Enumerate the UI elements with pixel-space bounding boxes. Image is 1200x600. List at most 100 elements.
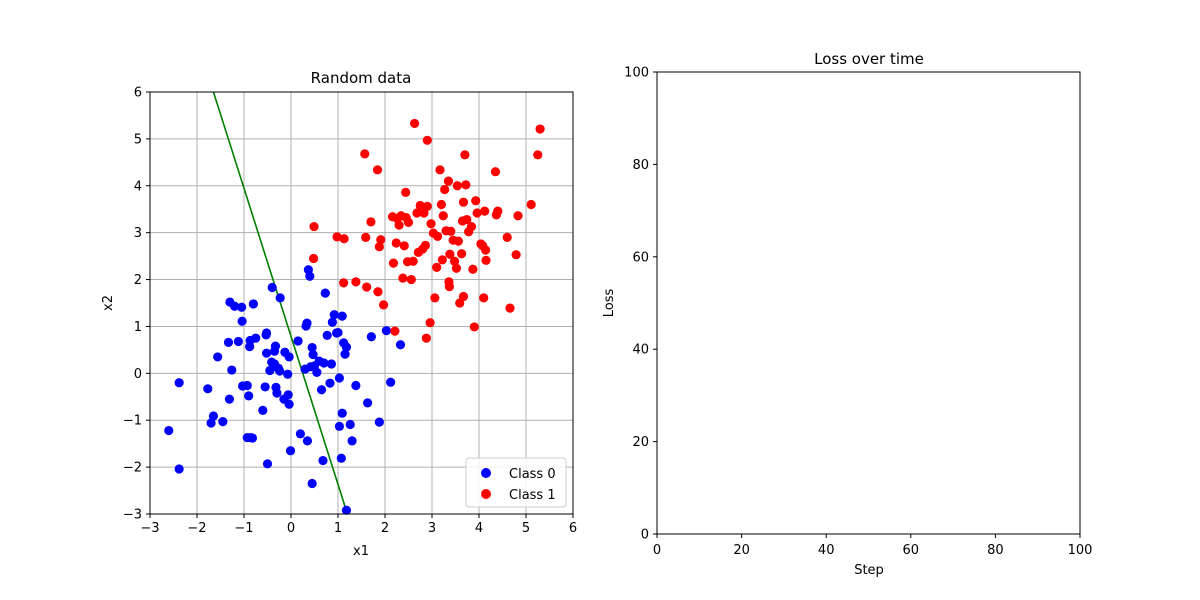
point-class-1: [390, 326, 400, 336]
point-class-0: [386, 377, 396, 387]
scatter-xtick-label: −3: [140, 521, 159, 536]
scatter-xtick-label: 4: [475, 521, 483, 536]
point-class-0: [345, 419, 355, 430]
legend-label-class-0: Class 0: [509, 467, 556, 482]
point-class-0: [275, 293, 285, 303]
point-class-1: [449, 256, 460, 266]
point-class-0: [326, 359, 337, 369]
point-class-0: [248, 299, 258, 309]
legend-label-class-1: Class 1: [509, 488, 556, 503]
scatter-ytick-label: −3: [123, 508, 142, 523]
point-class-1: [437, 255, 447, 265]
point-class-0: [262, 459, 273, 469]
point-class-0: [203, 384, 213, 394]
point-class-1: [433, 231, 443, 242]
point-class-0: [334, 373, 345, 383]
loss-title: Loss over time: [814, 50, 924, 68]
point-class-1: [479, 293, 489, 303]
point-class-1: [403, 217, 414, 227]
point-class-0: [316, 385, 327, 395]
point-class-0: [307, 478, 317, 489]
point-class-1: [462, 214, 472, 225]
point-class-0: [318, 455, 328, 466]
point-class-1: [435, 165, 445, 175]
point-class-0: [245, 342, 255, 352]
point-class-0: [308, 349, 318, 360]
scatter-frame: [149, 91, 574, 515]
legend-box: [465, 457, 567, 508]
point-class-1: [420, 240, 431, 250]
point-class-1: [426, 219, 436, 229]
scatter-xtick-label: −2: [187, 521, 206, 536]
scatter-xtick-label: 0: [287, 521, 295, 536]
point-class-0: [333, 327, 343, 338]
point-class-0: [307, 342, 317, 353]
scatter-points: [164, 118, 545, 515]
legend-marker-class-0: [481, 468, 491, 478]
point-class-1: [458, 197, 469, 207]
point-class-0: [272, 388, 282, 398]
scatter-xtick-label: 2: [381, 521, 389, 536]
point-class-0: [381, 326, 392, 336]
point-class-1: [339, 234, 349, 244]
point-class-0: [284, 399, 294, 409]
point-class-1: [468, 264, 478, 274]
point-class-1: [513, 211, 523, 221]
point-class-1: [394, 220, 404, 230]
point-class-1: [376, 235, 386, 245]
loss-ylabel: Loss: [602, 289, 617, 318]
point-class-1: [535, 124, 545, 134]
point-class-0: [275, 366, 285, 376]
loss-ytick-label: 20: [632, 435, 649, 450]
loss-xtick-label: 60: [903, 543, 920, 558]
loss-xtick-label: 100: [1068, 543, 1093, 558]
point-class-0: [260, 382, 270, 392]
loss-ytick-label: 80: [632, 158, 649, 173]
point-class-0: [265, 365, 275, 376]
point-class-0: [233, 336, 243, 347]
point-class-0: [213, 352, 223, 362]
point-class-1: [388, 258, 399, 268]
scatter-ytick-label: 5: [134, 132, 142, 147]
point-class-1: [471, 196, 481, 206]
loss-xtick-label: 20: [733, 543, 750, 558]
loss-xtick-label: 80: [987, 543, 1004, 558]
point-class-0: [208, 411, 219, 421]
point-class-1: [533, 150, 543, 160]
point-class-0: [320, 288, 330, 298]
point-class-1: [446, 226, 456, 236]
scatter-xtick-label: −1: [234, 521, 253, 536]
point-class-0: [270, 341, 281, 351]
point-class-1: [360, 149, 370, 159]
point-class-0: [329, 310, 339, 320]
point-class-0: [230, 301, 240, 311]
scatter-panel: Random data x1 x2 −3 −2 −1 0 1 2 3 4 5 6 −3 −2 −1 0 1 2…: [101, 69, 577, 559]
point-class-0: [174, 464, 184, 474]
point-class-1: [452, 181, 462, 191]
point-class-1: [502, 232, 512, 242]
point-class-0: [302, 436, 313, 446]
point-class-1: [490, 167, 501, 177]
point-class-0: [285, 446, 296, 456]
point-class-0: [374, 417, 384, 427]
point-class-1: [362, 282, 372, 292]
point-class-1: [373, 287, 383, 297]
point-class-1: [422, 201, 432, 212]
point-class-0: [223, 337, 234, 347]
scatter-ytick-label: 3: [134, 226, 142, 241]
point-class-1: [511, 250, 521, 260]
point-class-1: [422, 135, 432, 145]
loss-panel: Loss over time Step Loss 0 20 40 60 80 100 0 20…: [602, 50, 1092, 578]
point-class-1: [430, 293, 440, 303]
point-class-0: [322, 330, 332, 340]
point-class-0: [174, 378, 184, 388]
point-class-1: [378, 300, 389, 310]
loss-frame: [656, 71, 1081, 535]
point-class-0: [261, 348, 272, 358]
point-class-1: [440, 184, 450, 195]
scatter-ytick-label: 4: [134, 179, 142, 194]
point-class-0: [224, 394, 235, 404]
point-class-1: [457, 249, 467, 259]
boundary-line: [212, 91, 349, 515]
